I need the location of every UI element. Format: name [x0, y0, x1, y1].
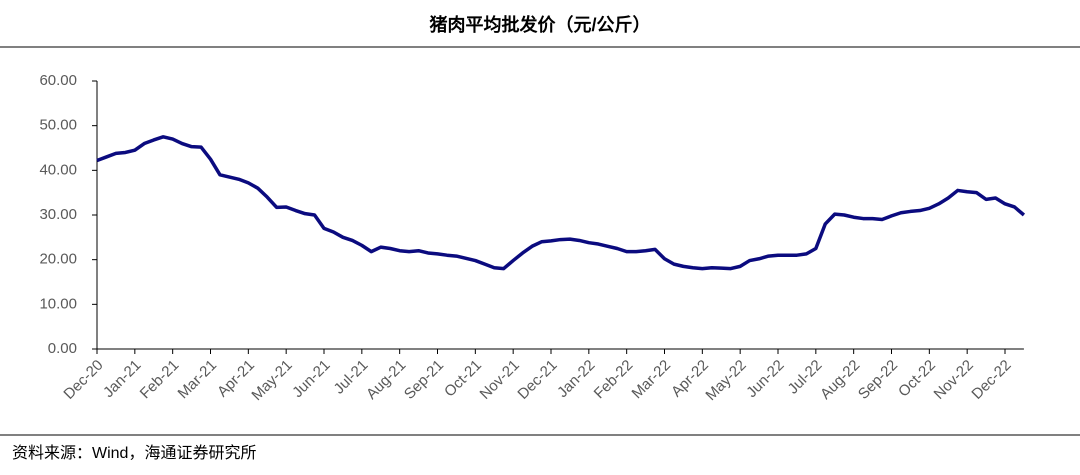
- x-tick-label: Aug-22: [817, 357, 863, 403]
- x-tick-label: Sep-21: [401, 357, 447, 403]
- x-tick-label: Dec-20: [60, 357, 106, 403]
- x-tick-label: Jan-22: [554, 357, 598, 401]
- chart-title: 猪肉平均批发价（元/公斤）: [429, 14, 651, 35]
- y-tick-label: 20.00: [39, 251, 77, 268]
- x-tick-label: May-22: [702, 357, 749, 404]
- y-tick-label: 10.00: [39, 295, 77, 312]
- x-tick-label: Dec-22: [968, 357, 1014, 403]
- x-tick-label: Mar-22: [629, 357, 675, 403]
- x-tick-label: Feb-22: [591, 357, 637, 403]
- x-tick-label: May-21: [248, 357, 295, 404]
- x-tick-label: Jan-21: [100, 357, 144, 401]
- x-tick-label: Jun-22: [743, 357, 787, 401]
- x-tick-label: Aug-21: [363, 357, 409, 403]
- x-tick-label: Dec-21: [514, 357, 560, 403]
- y-tick-label: 30.00: [39, 206, 77, 223]
- x-tick-label: Jun-21: [289, 357, 333, 401]
- source: 资料来源：Wind，海通证券研究所: [12, 444, 256, 462]
- x-tick-label: Feb-21: [137, 357, 183, 403]
- x-tick-label: Sep-22: [855, 357, 901, 403]
- x-tick-label: Nov-21: [477, 357, 523, 403]
- y-tick-label: 0.00: [48, 340, 77, 357]
- x-tick-label: Nov-22: [931, 357, 977, 403]
- x-tick-label: Mar-21: [175, 357, 221, 403]
- y-tick-label: 50.00: [39, 117, 77, 134]
- line-series: [96, 135, 1026, 271]
- y-tick-label: 40.00: [39, 161, 77, 178]
- y-tick-label: 60.00: [39, 72, 77, 89]
